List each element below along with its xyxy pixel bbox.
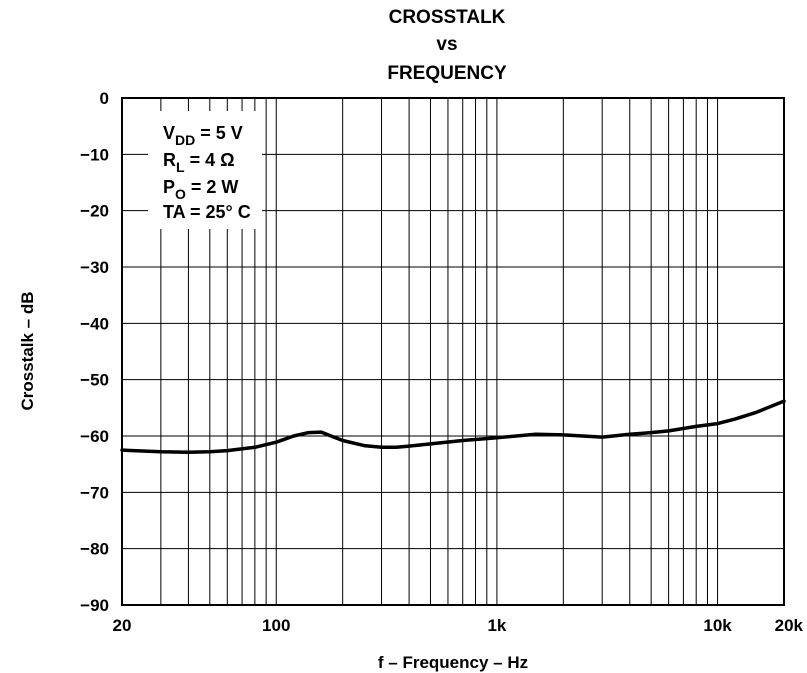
condition-line: RL = 4 Ω — [163, 150, 235, 175]
condition-line: PO = 2 W — [163, 177, 238, 202]
y-axis-label: Crosstalk – dB — [18, 291, 37, 410]
x-tick-label: 20k — [775, 616, 804, 635]
x-axis-tick-labels: 20 100 1k 10k 20k — [113, 616, 804, 635]
x-axis-label: f – Frequency – Hz — [378, 653, 528, 672]
y-tick-label: −40 — [80, 314, 109, 333]
y-tick-label: −90 — [80, 596, 109, 615]
condition-line: TA = 25° C — [163, 202, 251, 222]
chart-series — [120, 399, 786, 455]
y-tick-label: 0 — [100, 89, 109, 108]
y-tick-label: −80 — [80, 540, 109, 559]
y-axis-tick-labels: 0 −10 −20 −30 −40 −50 −60 −70 −80 −90 — [80, 89, 109, 615]
chart-title-line-2: vs — [436, 34, 457, 55]
y-tick-label: −50 — [80, 371, 109, 390]
x-tick-label: 100 — [262, 616, 290, 635]
x-tick-label: 20 — [113, 616, 132, 635]
y-tick-label: −20 — [80, 202, 109, 221]
conditions-background — [148, 111, 262, 229]
x-tick-label: 10k — [703, 616, 732, 635]
chart-title-line-1: CROSSTALK — [389, 7, 506, 28]
x-tick-label: 1k — [487, 616, 506, 635]
chart-title-line-3: FREQUENCY — [387, 63, 507, 84]
condition-line: VDD = 5 V — [163, 123, 243, 148]
plot-area-frame — [121, 97, 785, 606]
y-tick-label: −10 — [80, 145, 109, 164]
y-tick-label: −30 — [80, 258, 109, 277]
crosstalk-series-line — [120, 399, 786, 455]
test-conditions-box: VDD = 5 VRL = 4 ΩPO = 2 WTA = 25° C — [148, 111, 262, 229]
y-tick-label: −60 — [80, 427, 109, 446]
chart-title: CROSSTALK vs FREQUENCY — [387, 7, 507, 84]
y-tick-label: −70 — [80, 483, 109, 502]
